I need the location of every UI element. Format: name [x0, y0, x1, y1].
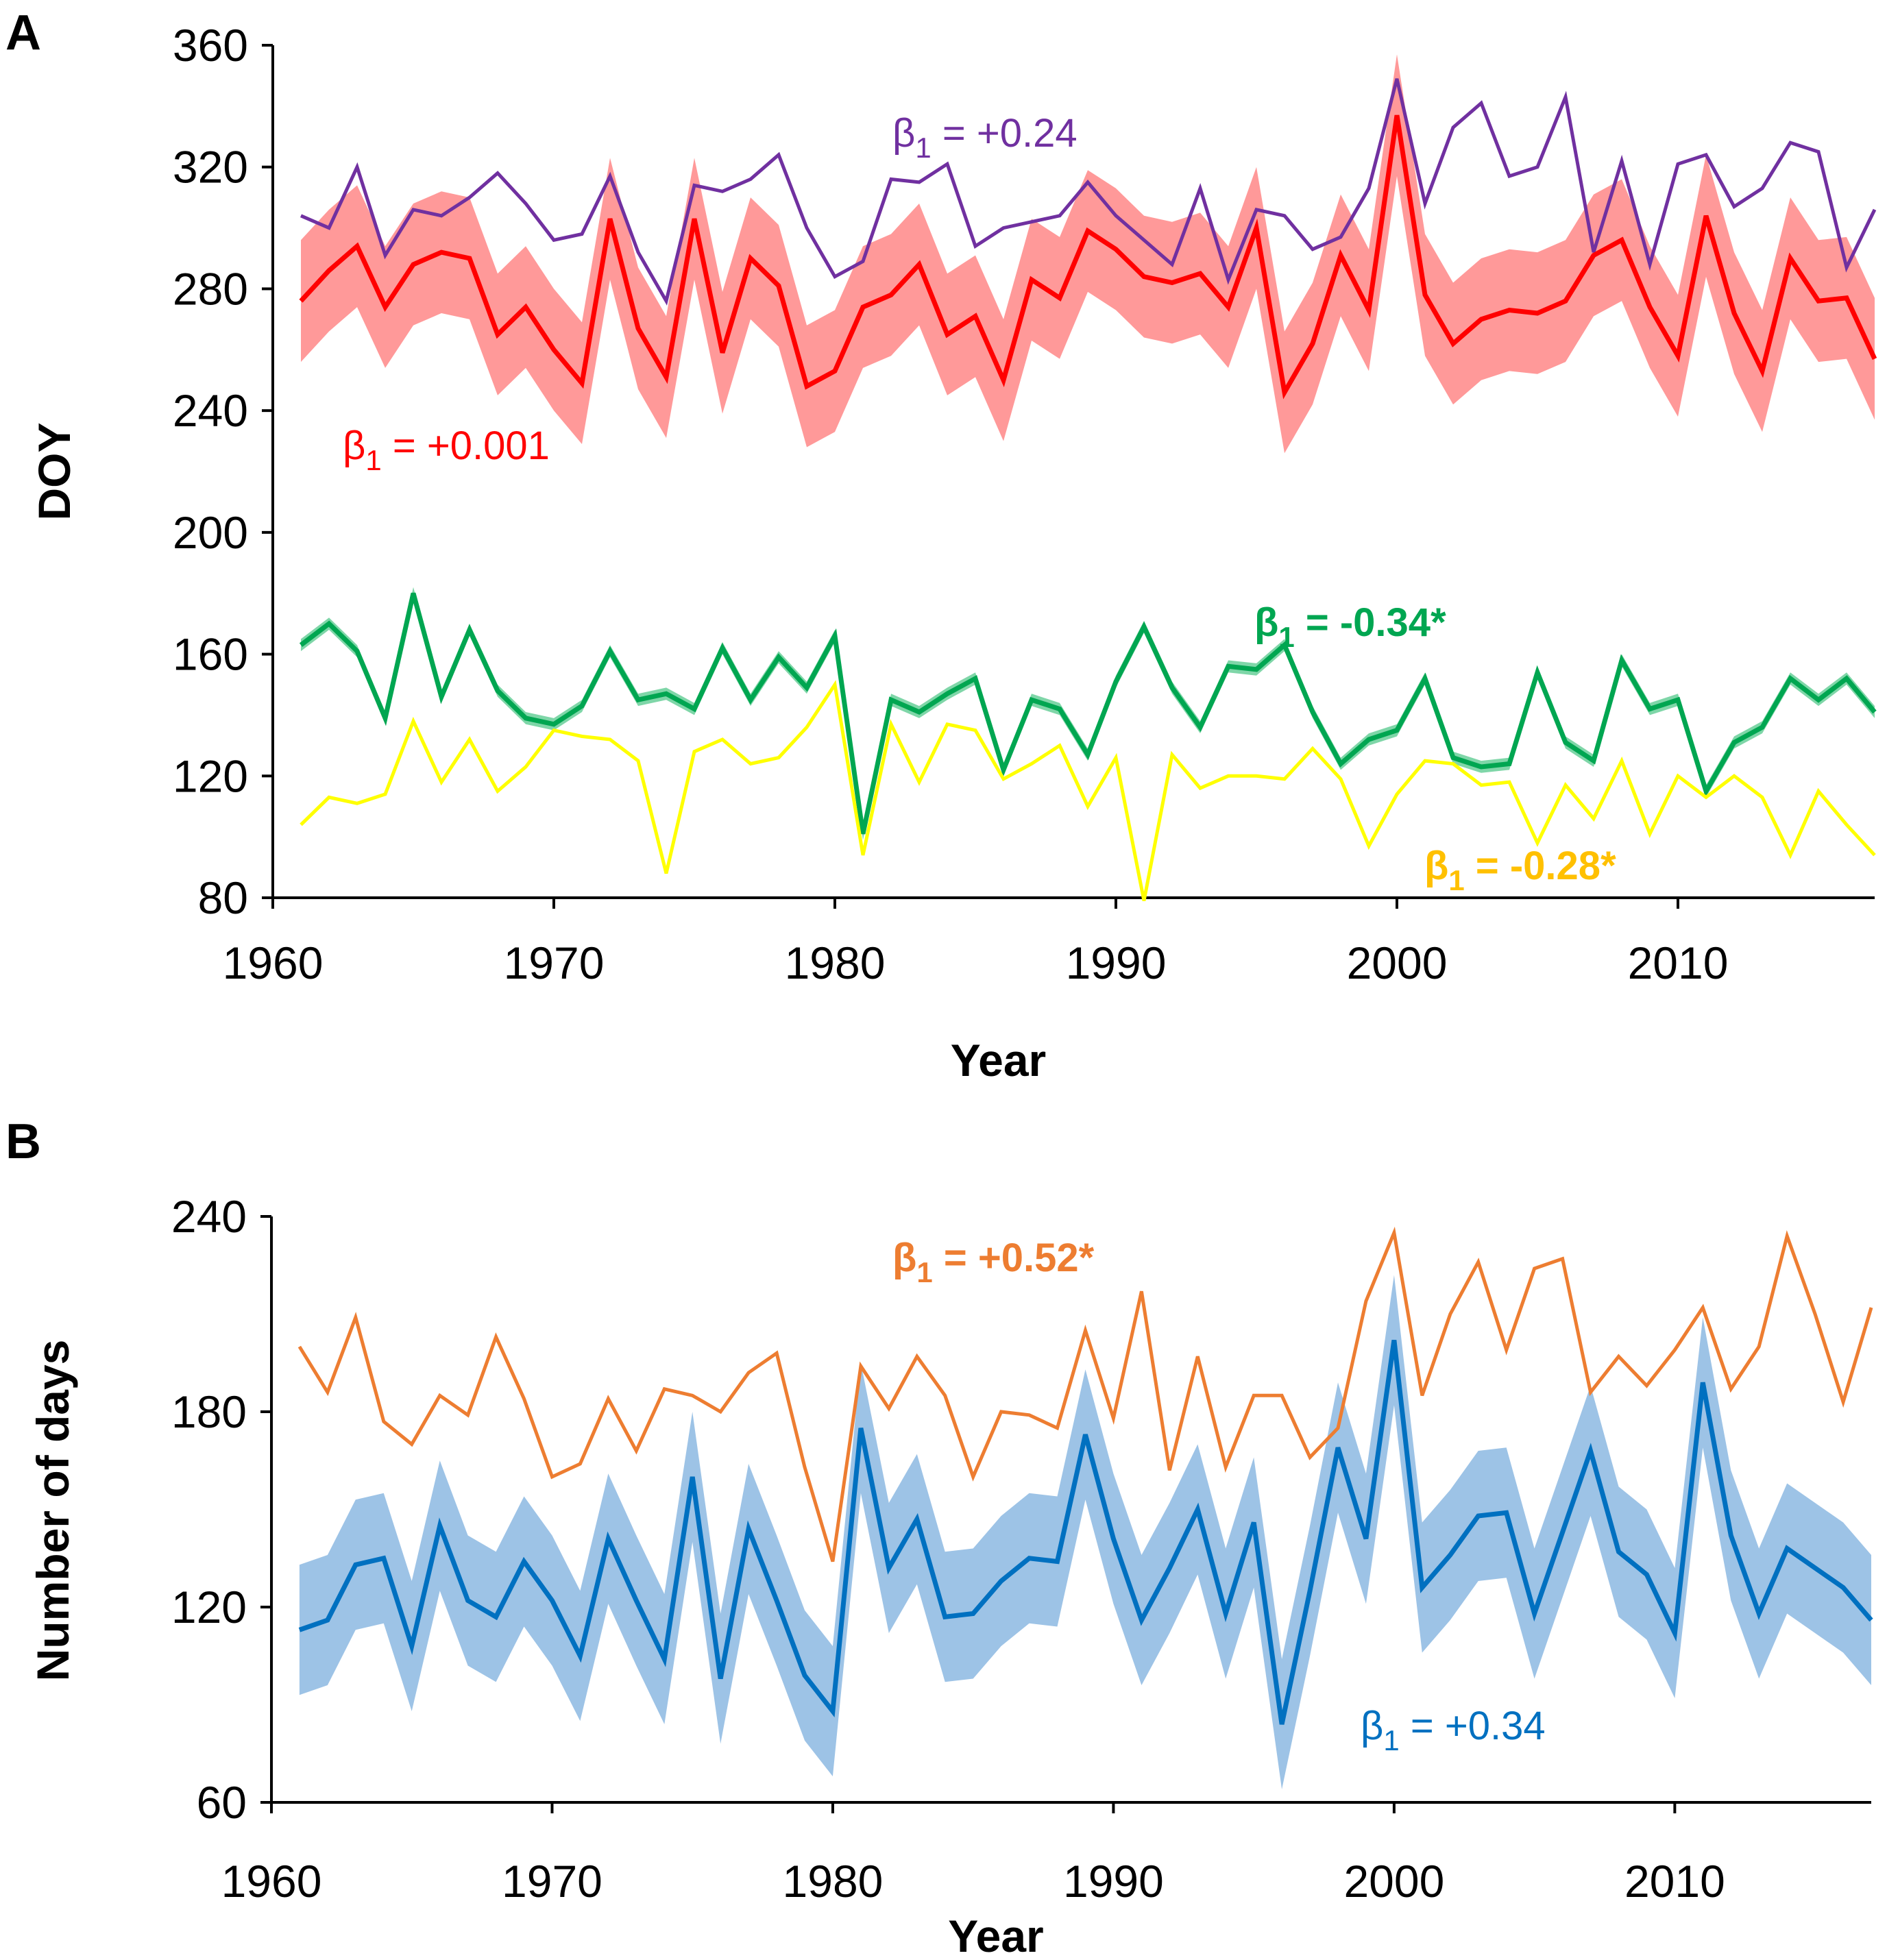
series-red-band [301, 54, 1875, 454]
y-tick-label: 200 [173, 507, 248, 558]
panel-letter: A [5, 5, 41, 60]
y-tick-label: 240 [173, 385, 248, 436]
annotation-beta: β [892, 111, 915, 156]
annotation-beta: β [1424, 844, 1448, 888]
x-tick-label: 2010 [1628, 938, 1729, 988]
series-red-annotation: β1 = +0.001 [343, 424, 550, 476]
x-tick-label: 2010 [1624, 1856, 1725, 1907]
annotation-subscript: 1 [1278, 621, 1294, 653]
x-tick-label: 1960 [223, 938, 324, 988]
y-tick-label: 120 [173, 750, 248, 801]
y-tick-label: 360 [173, 20, 248, 71]
x-axis-title: Year [951, 1035, 1046, 1086]
series-red-line [299, 114, 1877, 400]
series-blue-annotation: β1 = +0.34 [1361, 1704, 1546, 1756]
series-orange-annotation: β1 = +0.52* [892, 1236, 1095, 1288]
x-tick-label: 1960 [221, 1856, 322, 1907]
y-tick-label: 280 [173, 263, 248, 314]
annotation-subscript: 1 [1448, 864, 1464, 896]
annotation-value: = +0.52* [933, 1236, 1095, 1280]
y-tick-label: 240 [171, 1191, 247, 1242]
y-tick-label: 160 [173, 629, 248, 680]
annotation-value: = +0.34 [1400, 1704, 1546, 1748]
series-orange-line [297, 1226, 1873, 1563]
panel-letter: B [5, 1114, 41, 1169]
series-green-line [299, 592, 1877, 835]
annotation-value: = -0.34* [1295, 600, 1446, 645]
annotation-beta: β [1254, 600, 1278, 645]
y-tick-label: 320 [173, 142, 248, 193]
x-axis-title: Year [948, 1911, 1043, 1960]
y-axis-title: DOY [29, 422, 80, 520]
x-tick-label: 2000 [1343, 1856, 1444, 1907]
panel-b: B 60 120 180 240 1960 1970 1980 1990 2000 2010 Year… [5, 1114, 1873, 1960]
series-yellow-annotation: β1 = -0.28* [1424, 844, 1616, 896]
x-tick-label: 1990 [1063, 1856, 1164, 1907]
series-purple-line [300, 78, 1877, 306]
y-tick-label: 80 [198, 872, 248, 923]
series-purple-annotation: β1 = +0.24 [892, 111, 1078, 164]
annotation-subscript: 1 [365, 444, 381, 476]
series-yellow-line [300, 680, 1876, 901]
panel-a: A 80 120 160 200 240 280 320 360 1960 1970 1980 1990… [5, 5, 1877, 1086]
annotation-beta: β [892, 1236, 916, 1280]
x-tick-label: 1970 [504, 938, 605, 988]
annotation-value: = -0.28* [1465, 844, 1616, 888]
series-blue-line [298, 1340, 1873, 1725]
x-tick-label: 1990 [1066, 938, 1167, 988]
y-axis-title: Number of days [27, 1340, 78, 1682]
y-tick-label: 180 [171, 1386, 247, 1437]
x-tick-label: 2000 [1347, 938, 1448, 988]
annotation-value: = +0.24 [932, 111, 1078, 156]
series-blue-band [299, 1275, 1872, 1789]
annotation-beta: β [1361, 1704, 1383, 1748]
annotation-subscript: 1 [1383, 1724, 1399, 1756]
series-green-annotation: β1 = -0.34* [1254, 600, 1446, 653]
x-tick-label: 1980 [785, 938, 886, 988]
x-tick-label: 1970 [502, 1856, 602, 1907]
y-tick-label: 120 [171, 1582, 247, 1632]
annotation-value: = +0.001 [382, 424, 550, 468]
x-tick-label: 1980 [783, 1856, 884, 1907]
annotation-beta: β [343, 424, 365, 468]
annotation-subscript: 1 [915, 132, 931, 164]
y-tick-label: 60 [197, 1777, 247, 1828]
annotation-subscript: 1 [916, 1256, 932, 1288]
